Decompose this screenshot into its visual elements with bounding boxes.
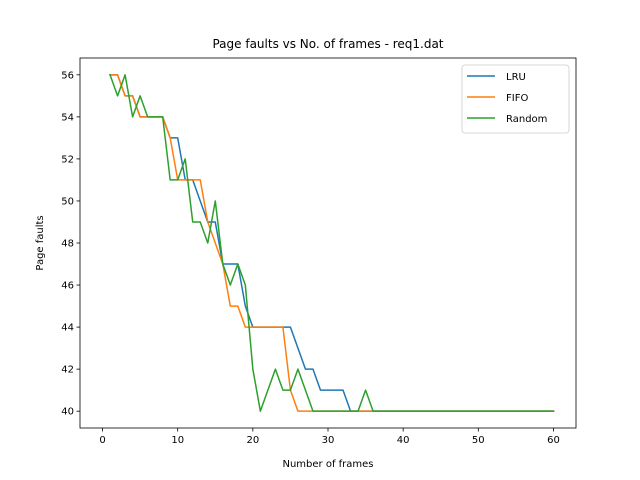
x-tick-label: 0: [99, 435, 105, 446]
x-tick-label: 50: [472, 435, 485, 446]
y-tick-label: 48: [61, 239, 74, 250]
x-tick-label: 20: [246, 435, 259, 446]
x-tick-label: 60: [547, 435, 560, 446]
y-tick-label: 40: [61, 407, 74, 418]
x-tick-label: 40: [397, 435, 410, 446]
x-axis-label: Number of frames: [282, 459, 373, 470]
y-tick-label: 50: [61, 196, 74, 207]
x-tick-label: 30: [322, 435, 335, 446]
y-tick-label: 56: [61, 70, 74, 81]
y-tick-label: 42: [61, 365, 74, 376]
x-tick-label: 10: [171, 435, 184, 446]
y-tick-label: 52: [61, 154, 74, 165]
y-tick-label: 46: [61, 281, 74, 292]
y-tick-label: 44: [61, 323, 74, 334]
legend: LRU FIFO Random: [462, 65, 569, 133]
y-tick-label: 54: [61, 112, 74, 123]
legend-label-lru: LRU: [506, 72, 526, 83]
legend-label-random: Random: [506, 114, 547, 125]
chart-title: Page faults vs No. of frames - req1.dat: [212, 37, 443, 51]
legend-label-fifo: FIFO: [506, 93, 528, 104]
y-axis-label: Page faults: [35, 215, 46, 270]
